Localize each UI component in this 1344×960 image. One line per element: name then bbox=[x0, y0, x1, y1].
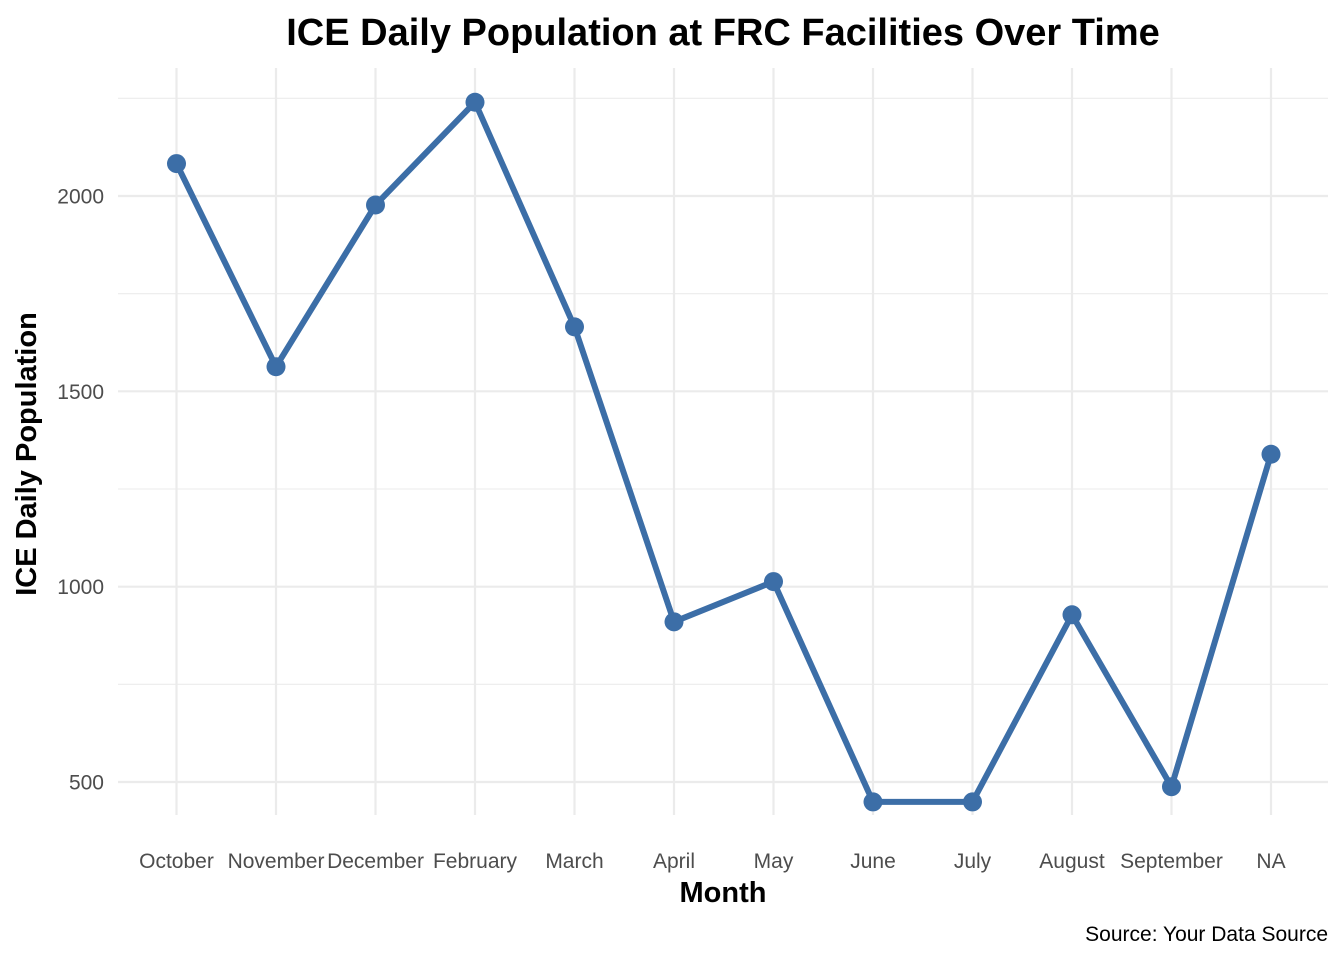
x-tick-label: May bbox=[754, 850, 794, 873]
x-tick-label: August bbox=[1039, 850, 1105, 873]
grid bbox=[118, 68, 1328, 815]
y-tick-label: 1500 bbox=[57, 381, 104, 404]
x-tick-label: June bbox=[850, 850, 896, 873]
data-point bbox=[366, 195, 385, 215]
data-point bbox=[266, 357, 286, 377]
chart-caption: Source: Your Data Source bbox=[1085, 923, 1328, 946]
x-tick-label: April bbox=[653, 850, 695, 873]
y-axis-ticks: 500 1000 1500 2000 bbox=[57, 186, 104, 795]
data-point bbox=[465, 92, 485, 112]
data-point bbox=[963, 792, 982, 812]
data-point bbox=[664, 612, 684, 632]
data-point bbox=[565, 317, 584, 337]
series-line bbox=[173, 99, 1274, 805]
y-axis-title: ICE Daily Population bbox=[11, 312, 43, 596]
x-tick-label: November bbox=[228, 850, 325, 873]
y-tick-label: 1000 bbox=[57, 576, 104, 599]
x-tick-label: March bbox=[545, 850, 603, 873]
y-tick-label: 500 bbox=[69, 772, 104, 795]
data-point bbox=[1062, 605, 1082, 625]
x-tick-label: October bbox=[139, 850, 214, 873]
chart-title: ICE Daily Population at FRC Facilities O… bbox=[286, 12, 1160, 54]
data-point bbox=[1162, 777, 1181, 797]
data-point bbox=[1261, 444, 1281, 464]
x-tick-label: December bbox=[327, 850, 424, 873]
x-tick-label: July bbox=[954, 850, 992, 873]
series-layer bbox=[167, 92, 1281, 812]
data-point bbox=[863, 792, 883, 812]
x-axis-ticks: October November December February March Apri… bbox=[139, 850, 1285, 873]
data-point bbox=[167, 154, 186, 174]
x-tick-label: NA bbox=[1256, 850, 1285, 873]
x-axis-title: Month bbox=[680, 877, 767, 909]
data-point bbox=[764, 572, 783, 592]
x-tick-label: September bbox=[1120, 850, 1223, 873]
x-tick-label: February bbox=[433, 850, 518, 873]
y-tick-label: 2000 bbox=[57, 186, 104, 209]
